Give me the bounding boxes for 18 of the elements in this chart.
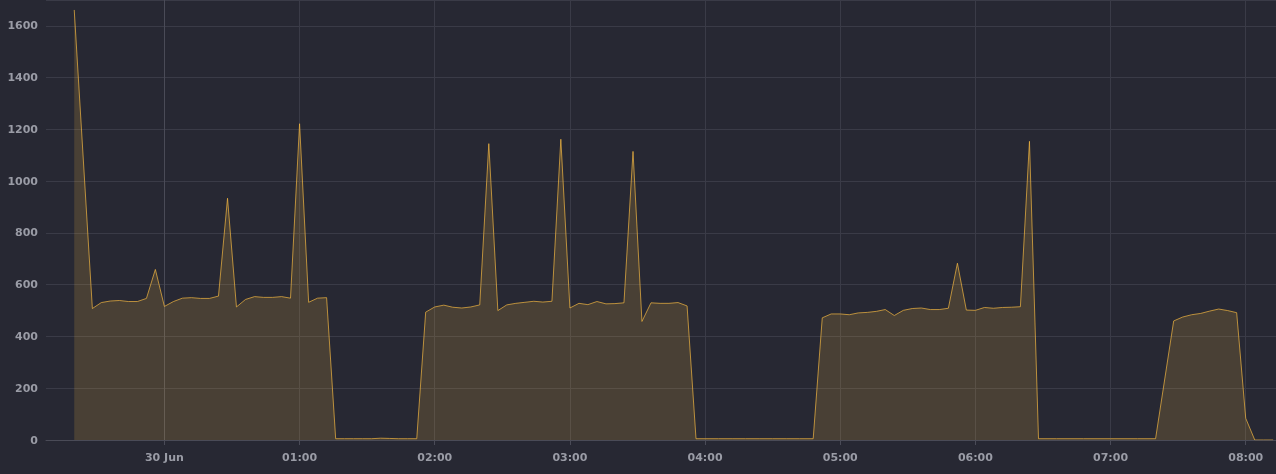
y-tick-label: 1000	[7, 174, 39, 188]
x-tick-label: 01:00	[282, 451, 318, 464]
x-tick-label: 03:00	[552, 451, 588, 464]
x-tick-label: 04:00	[687, 451, 723, 464]
x-tick-label: 07:00	[1093, 451, 1129, 464]
x-tick-label: 30 Jun	[144, 451, 184, 464]
x-tick-label: 06:00	[957, 451, 994, 464]
y-tick-label: 1600	[7, 19, 39, 33]
y-tick-label: 800	[15, 226, 39, 240]
y-tick-label: 200	[15, 381, 39, 395]
y-tick-label: 400	[15, 329, 39, 343]
y-tick-label: 600	[15, 278, 39, 292]
y-tick-label: 1200	[7, 122, 39, 136]
x-tick-label: 08:00	[1228, 451, 1264, 464]
x-tick-label: 02:00	[417, 451, 453, 464]
y-tick-label: 1400	[7, 71, 39, 85]
y-tick-label: 0	[30, 433, 39, 447]
x-tick-label: 05:00	[822, 451, 859, 464]
